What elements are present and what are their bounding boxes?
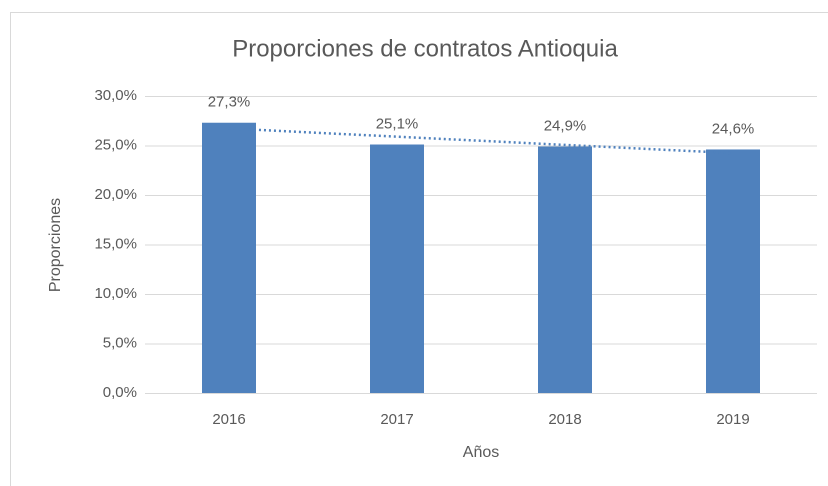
- y-tick-label: 15,0%: [94, 235, 137, 252]
- x-tick-label: 2018: [548, 411, 581, 428]
- bar: [202, 122, 256, 393]
- y-tick-label: 20,0%: [94, 186, 137, 203]
- value-label: 24,6%: [712, 120, 755, 137]
- x-tick-label: 2019: [716, 411, 749, 428]
- y-tick-label: 10,0%: [94, 285, 137, 302]
- value-label: 24,9%: [544, 117, 587, 134]
- y-tick-label: 25,0%: [94, 136, 137, 153]
- y-tick-label: 30,0%: [94, 87, 137, 104]
- chart-title: Proporciones de contratos Antioquia: [232, 35, 618, 62]
- value-label: 25,1%: [376, 115, 419, 132]
- x-tick-label: 2017: [380, 411, 413, 428]
- y-tick-label: 5,0%: [103, 334, 137, 351]
- x-tick-label: 2016: [212, 411, 245, 428]
- y-tick-label: 0,0%: [103, 384, 137, 401]
- x-axis-label: Años: [463, 444, 499, 461]
- bar: [370, 144, 424, 393]
- y-axis-label: Proporciones: [47, 198, 64, 292]
- bar: [538, 146, 592, 393]
- value-label: 27,3%: [208, 94, 251, 111]
- trend-line: [228, 127, 734, 155]
- bar: [706, 149, 760, 393]
